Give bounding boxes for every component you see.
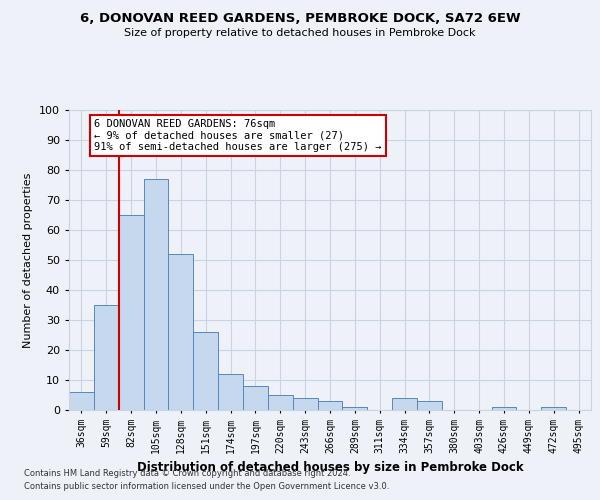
Bar <box>417 401 442 410</box>
Bar <box>293 398 317 410</box>
Text: 6, DONOVAN REED GARDENS, PEMBROKE DOCK, SA72 6EW: 6, DONOVAN REED GARDENS, PEMBROKE DOCK, … <box>80 12 520 26</box>
Bar <box>218 374 243 410</box>
Bar <box>317 401 343 410</box>
Y-axis label: Number of detached properties: Number of detached properties <box>23 172 34 348</box>
Bar <box>541 407 566 410</box>
Bar <box>69 392 94 410</box>
Bar <box>392 398 417 410</box>
Bar <box>491 407 517 410</box>
Text: Size of property relative to detached houses in Pembroke Dock: Size of property relative to detached ho… <box>124 28 476 38</box>
Bar <box>193 332 218 410</box>
Bar <box>343 407 367 410</box>
Bar <box>94 305 119 410</box>
Bar <box>169 254 193 410</box>
Text: 6 DONOVAN REED GARDENS: 76sqm
← 9% of detached houses are smaller (27)
91% of se: 6 DONOVAN REED GARDENS: 76sqm ← 9% of de… <box>94 119 382 152</box>
Text: Contains public sector information licensed under the Open Government Licence v3: Contains public sector information licen… <box>24 482 389 491</box>
Bar <box>143 179 169 410</box>
Text: Contains HM Land Registry data © Crown copyright and database right 2024.: Contains HM Land Registry data © Crown c… <box>24 468 350 477</box>
Bar <box>243 386 268 410</box>
Bar <box>268 395 293 410</box>
Bar <box>119 215 143 410</box>
X-axis label: Distribution of detached houses by size in Pembroke Dock: Distribution of detached houses by size … <box>137 461 523 474</box>
